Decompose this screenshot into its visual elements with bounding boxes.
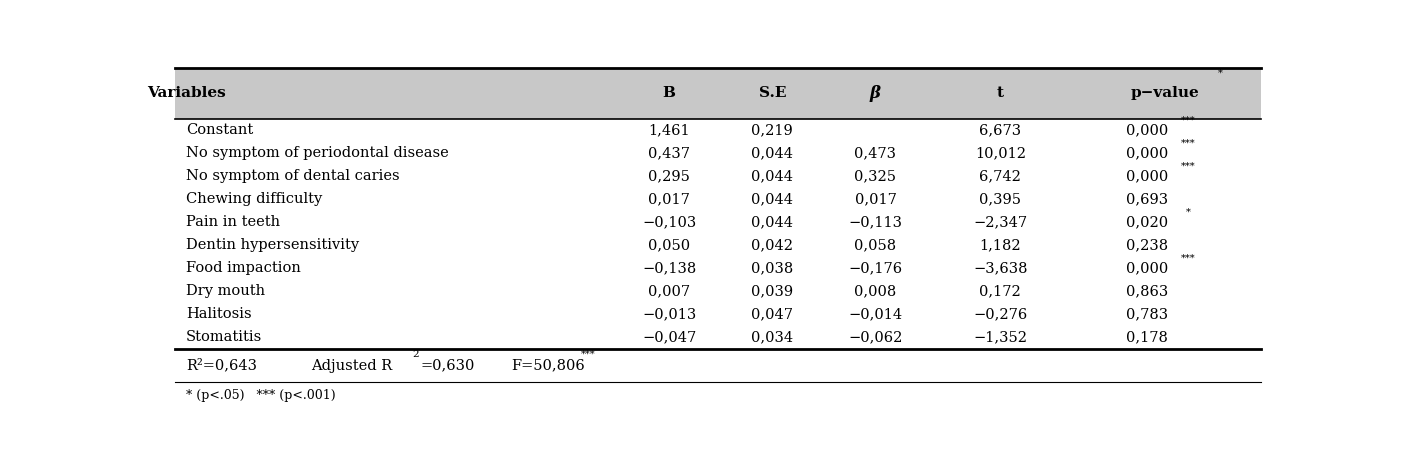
- Text: R²=0,643: R²=0,643: [186, 359, 256, 373]
- Text: No symptom of periodontal disease: No symptom of periodontal disease: [186, 146, 448, 160]
- Text: 0,038: 0,038: [751, 261, 793, 275]
- Text: 0,295: 0,295: [649, 169, 691, 183]
- Text: 6,742: 6,742: [979, 169, 1021, 183]
- Text: 0,020: 0,020: [1126, 215, 1168, 229]
- Text: 0,034: 0,034: [751, 330, 793, 345]
- Text: *: *: [1219, 69, 1223, 78]
- Text: Stomatitis: Stomatitis: [186, 330, 262, 345]
- Text: =0,630: =0,630: [420, 359, 475, 373]
- Text: −0,113: −0,113: [849, 215, 902, 229]
- Text: 10,012: 10,012: [975, 146, 1026, 160]
- Text: −0,014: −0,014: [849, 307, 902, 321]
- Text: 6,673: 6,673: [979, 123, 1021, 137]
- Text: 0,325: 0,325: [855, 169, 897, 183]
- Text: ***: ***: [1181, 162, 1195, 171]
- Text: 2: 2: [412, 350, 419, 359]
- Text: No symptom of dental caries: No symptom of dental caries: [186, 169, 399, 183]
- Text: ***: ***: [1181, 139, 1195, 148]
- Text: 0,000: 0,000: [1126, 146, 1168, 160]
- Text: −0,176: −0,176: [849, 261, 902, 275]
- Text: F=50,806: F=50,806: [511, 359, 586, 373]
- Text: 0,178: 0,178: [1126, 330, 1168, 345]
- Text: 0,017: 0,017: [649, 192, 691, 206]
- Text: 0,039: 0,039: [751, 284, 793, 298]
- Text: −1,352: −1,352: [974, 330, 1027, 345]
- Text: ***: ***: [1181, 116, 1195, 125]
- Text: −2,347: −2,347: [974, 215, 1027, 229]
- Text: 0,017: 0,017: [855, 192, 897, 206]
- Text: 0,044: 0,044: [751, 215, 793, 229]
- Text: 1,182: 1,182: [979, 238, 1021, 252]
- Text: −0,013: −0,013: [642, 307, 696, 321]
- Text: t: t: [998, 86, 1003, 100]
- Text: S.E: S.E: [758, 86, 786, 100]
- Text: Chewing difficulty: Chewing difficulty: [186, 192, 322, 206]
- Text: Constant: Constant: [186, 123, 254, 137]
- Text: 0,238: 0,238: [1126, 238, 1168, 252]
- Text: −0,062: −0,062: [848, 330, 902, 345]
- Text: Pain in teeth: Pain in teeth: [186, 215, 280, 229]
- Text: *: *: [1185, 208, 1191, 217]
- Text: −0,276: −0,276: [974, 307, 1027, 321]
- Text: Dentin hypersensitivity: Dentin hypersensitivity: [186, 238, 359, 252]
- Text: 0,008: 0,008: [855, 284, 897, 298]
- Text: −0,103: −0,103: [642, 215, 696, 229]
- Text: ***: ***: [1181, 254, 1195, 263]
- Text: 0,044: 0,044: [751, 146, 793, 160]
- Text: * (p<.05)   *** (p<.001): * (p<.05) *** (p<.001): [186, 390, 336, 402]
- Text: −3,638: −3,638: [974, 261, 1027, 275]
- Text: −0,047: −0,047: [642, 330, 696, 345]
- Text: −0,138: −0,138: [642, 261, 696, 275]
- Text: Food impaction: Food impaction: [186, 261, 301, 275]
- Text: B: B: [663, 86, 675, 100]
- Text: 1,461: 1,461: [649, 123, 689, 137]
- Text: p−value: p−value: [1131, 86, 1199, 100]
- Bar: [175, 68, 1261, 119]
- Text: 0,219: 0,219: [751, 123, 793, 137]
- Text: Variables: Variables: [147, 86, 226, 100]
- Text: Halitosis: Halitosis: [186, 307, 252, 321]
- Text: 0,783: 0,783: [1126, 307, 1168, 321]
- Text: 0,863: 0,863: [1126, 284, 1168, 298]
- Text: 0,000: 0,000: [1126, 123, 1168, 137]
- Text: 0,000: 0,000: [1126, 261, 1168, 275]
- Text: Adjusted R: Adjusted R: [311, 359, 392, 373]
- Text: 0,044: 0,044: [751, 169, 793, 183]
- Text: 0,000: 0,000: [1126, 169, 1168, 183]
- Text: 0,047: 0,047: [751, 307, 793, 321]
- Text: ***: ***: [581, 350, 595, 359]
- Text: β: β: [870, 85, 881, 102]
- Text: 0,437: 0,437: [649, 146, 691, 160]
- Text: 0,050: 0,050: [649, 238, 691, 252]
- Text: 0,007: 0,007: [649, 284, 691, 298]
- Text: 0,044: 0,044: [751, 192, 793, 206]
- Text: Dry mouth: Dry mouth: [186, 284, 265, 298]
- Text: 0,693: 0,693: [1126, 192, 1168, 206]
- Text: 0,395: 0,395: [979, 192, 1021, 206]
- Text: 0,058: 0,058: [855, 238, 897, 252]
- Text: 0,042: 0,042: [751, 238, 793, 252]
- Text: 0,473: 0,473: [855, 146, 897, 160]
- Text: 0,172: 0,172: [979, 284, 1021, 298]
